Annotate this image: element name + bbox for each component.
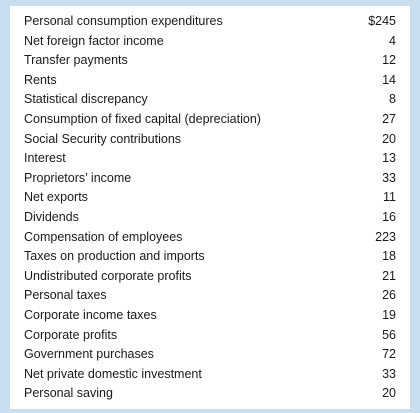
table-row: Compensation of employees 223 bbox=[24, 228, 396, 247]
table-row: Corporate income taxes 19 bbox=[24, 306, 396, 325]
table-row: Transfer payments 12 bbox=[24, 51, 396, 70]
table-row: Proprietors’ income 33 bbox=[24, 169, 396, 188]
row-label: Net private domestic investment bbox=[24, 366, 202, 381]
row-value: 72 bbox=[382, 347, 396, 362]
row-value: 21 bbox=[382, 268, 396, 283]
row-label: Proprietors’ income bbox=[24, 170, 132, 185]
row-value: 33 bbox=[382, 366, 396, 381]
row-label: Net exports bbox=[24, 190, 88, 205]
row-label: Dividends bbox=[24, 210, 79, 224]
row-label: Transfer payments bbox=[24, 53, 128, 68]
table-row: Net exports 11 bbox=[24, 188, 396, 207]
table-row: Consumption of fixed capital (depreciati… bbox=[24, 110, 396, 129]
row-label: Compensation of employees bbox=[24, 229, 183, 244]
row-label: Undistributed corporate profits bbox=[24, 268, 192, 283]
row-value: 16 bbox=[382, 210, 396, 224]
row-label: Personal consumption expenditures bbox=[24, 14, 223, 28]
row-label: Personal saving bbox=[24, 386, 113, 401]
table-row: Interest 13 bbox=[24, 149, 396, 168]
table-row: Social Security contributions 20 bbox=[24, 130, 396, 149]
table-row: Net foreign factor income 4 bbox=[24, 32, 396, 51]
row-value: 20 bbox=[382, 386, 396, 401]
table-row: Corporate profits 56 bbox=[24, 326, 396, 345]
row-label: Government purchases bbox=[24, 347, 154, 362]
row-label: Net foreign factor income bbox=[24, 33, 164, 48]
row-label: Rents bbox=[24, 72, 57, 87]
row-value: 4 bbox=[389, 33, 396, 48]
table-row: Statistical discrepancy 8 bbox=[24, 90, 396, 109]
row-label: Consumption of fixed capital (depreciati… bbox=[24, 112, 261, 126]
table-row: Undistributed corporate profits 21 bbox=[24, 267, 396, 286]
row-label: Corporate income taxes bbox=[24, 308, 157, 322]
row-value: 12 bbox=[382, 53, 396, 68]
row-value: 13 bbox=[382, 151, 396, 166]
row-value: 33 bbox=[382, 170, 396, 185]
table-row: Personal saving 20 bbox=[24, 384, 396, 403]
row-label: Taxes on production and imports bbox=[24, 249, 205, 264]
table-row: Taxes on production and imports 18 bbox=[24, 247, 396, 266]
table-row: Net private domestic investment 33 bbox=[24, 365, 396, 384]
table-row: Personal consumption expenditures $245 bbox=[24, 12, 396, 31]
data-table: Personal consumption expenditures $245 Net… bbox=[10, 6, 410, 409]
table-row: Government purchases 72 bbox=[24, 345, 396, 364]
row-label: Interest bbox=[24, 151, 66, 166]
row-value: 19 bbox=[382, 308, 396, 322]
row-value: 223 bbox=[375, 229, 396, 244]
row-value: 26 bbox=[382, 288, 396, 303]
table-row: Dividends 16 bbox=[24, 208, 396, 227]
row-label: Social Security contributions bbox=[24, 131, 182, 146]
row-value: 14 bbox=[382, 72, 396, 87]
row-value: 11 bbox=[383, 190, 396, 205]
row-value: 56 bbox=[382, 327, 396, 342]
row-value: $245 bbox=[368, 14, 396, 28]
row-value: 27 bbox=[382, 112, 396, 126]
row-value: 8 bbox=[389, 92, 396, 107]
row-label: Personal taxes bbox=[24, 288, 107, 303]
row-label: Statistical discrepancy bbox=[24, 92, 148, 107]
row-label: Corporate profits bbox=[24, 327, 118, 342]
table-row: Rents 14 bbox=[24, 71, 396, 90]
row-value: 18 bbox=[382, 249, 396, 264]
row-value: 20 bbox=[382, 131, 396, 146]
table-row: Personal taxes 26 bbox=[24, 286, 396, 305]
